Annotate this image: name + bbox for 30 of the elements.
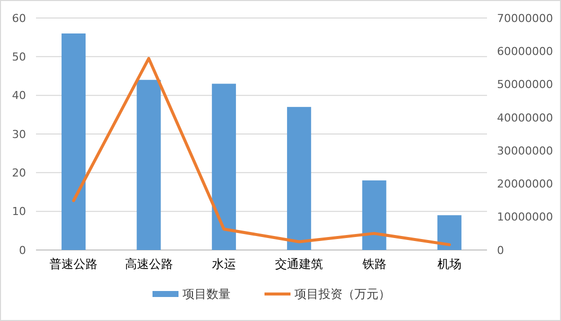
bar bbox=[362, 180, 386, 250]
y2-tick-label: 0 bbox=[497, 244, 504, 257]
legend-label: 项目投资（万元） bbox=[294, 287, 390, 302]
y-tick-label: 60 bbox=[12, 12, 26, 25]
x-tick-label: 水运 bbox=[212, 257, 236, 271]
line-series bbox=[72, 56, 451, 246]
x-tick-label: 交通建筑 bbox=[275, 257, 324, 271]
y-tick-label: 50 bbox=[12, 50, 26, 64]
y2-tick-label: 60000000 bbox=[497, 44, 553, 58]
bar bbox=[212, 84, 236, 250]
y-tick-label: 30 bbox=[12, 128, 26, 141]
bar bbox=[287, 106, 312, 250]
y2-tick-label: 40000000 bbox=[497, 111, 553, 124]
y-tick-label: 20 bbox=[12, 166, 26, 180]
bar bbox=[136, 80, 161, 250]
bar bbox=[437, 215, 462, 250]
y-tick-label: 0 bbox=[19, 244, 26, 257]
x-tick-label: 铁路 bbox=[361, 257, 386, 271]
y2-tick-label: 50000000 bbox=[497, 78, 553, 92]
y-tick-label: 10 bbox=[12, 205, 26, 218]
x-tick-label: 高速公路 bbox=[124, 257, 173, 271]
x-tick-label: 机场 bbox=[437, 257, 462, 271]
bar bbox=[62, 33, 86, 250]
y2-tick-label: 70000000 bbox=[497, 12, 553, 25]
x-tick-label: 普速公路 bbox=[50, 257, 98, 271]
y2-tick-label: 30000000 bbox=[497, 144, 553, 158]
y2-tick-label: 20000000 bbox=[497, 178, 553, 191]
y2-tick-label: 10000000 bbox=[497, 210, 553, 224]
y-tick-label: 40 bbox=[12, 89, 26, 102]
legend-label: 项目数量 bbox=[182, 287, 230, 302]
